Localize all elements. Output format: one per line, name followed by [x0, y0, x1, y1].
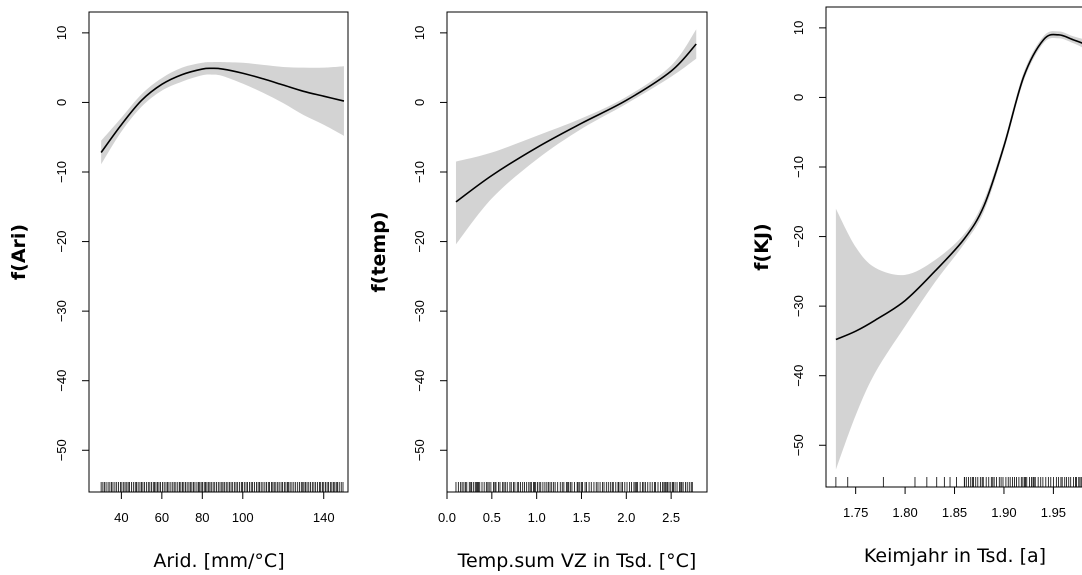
- x-tick-label: 0.5: [483, 510, 501, 525]
- x-tick-label: 1.75: [843, 505, 868, 520]
- x-tick-label: 40: [114, 510, 128, 525]
- confidence-band: [455, 29, 697, 245]
- panel-kj-ylabel: f(KJ): [751, 223, 773, 270]
- y-tick-label: 0: [412, 99, 427, 106]
- fit-line: [100, 67, 345, 153]
- panel-kj-xlabel: Keimjahr in Tsd. [a]: [864, 545, 1046, 567]
- y-tick-label: −30: [791, 295, 806, 317]
- y-tick-label: −10: [791, 156, 806, 178]
- confidence-band: [101, 62, 344, 165]
- panel-kj-yticks: 10 0 −10 −20 −30 −40 −50: [791, 21, 826, 456]
- x-tick-label: 0.0: [438, 510, 456, 525]
- confidence-band: [835, 31, 1082, 470]
- x-tick-label: 1.5: [572, 510, 590, 525]
- panel-temp-ylabel: f(temp): [368, 211, 390, 292]
- fit-line: [835, 33, 1082, 341]
- x-tick-label: 100: [232, 510, 254, 525]
- x-tick-label: 140: [313, 510, 335, 525]
- y-tick-label: −20: [54, 231, 69, 253]
- x-tick-label: 60: [155, 510, 169, 525]
- panel-arid-xlabel: Arid. [mm/°C]: [153, 550, 284, 572]
- x-tick-label: 1.80: [892, 505, 917, 520]
- panel-arid-yticks: 10 0 −10 −20 −30 −40 −50: [54, 26, 89, 461]
- panel-kj-rug-layer: [835, 477, 1082, 487]
- panel-temp-xticks: 0.0 0.5 1.0 1.5 2.0 2.5: [438, 492, 680, 525]
- y-tick-label: −20: [412, 231, 427, 253]
- y-tick-label: −10: [54, 161, 69, 183]
- y-tick-label: 10: [412, 26, 427, 40]
- panel-kj-frame: [825, 6, 1082, 488]
- panel-arid-band-layer: [101, 62, 344, 165]
- y-tick-label: 10: [54, 26, 69, 40]
- panel-kj-xticks: 1.75 1.80 1.85 1.90 1.95: [843, 487, 1066, 520]
- y-tick-label: −40: [54, 370, 69, 392]
- fit-line: [455, 43, 697, 203]
- x-tick-label: 1.90: [991, 505, 1016, 520]
- y-tick-label: −50: [791, 434, 806, 456]
- panel-arid-frame: [88, 11, 349, 493]
- x-tick-label: 1.85: [942, 505, 967, 520]
- panel-temp-rug-layer: [455, 482, 693, 492]
- panel-arid-ylabel: f(Ari): [8, 224, 30, 280]
- panel-temp-band-layer: [455, 29, 697, 245]
- x-tick-label: 2.0: [617, 510, 635, 525]
- y-tick-label: −10: [412, 161, 427, 183]
- y-tick-label: −30: [54, 300, 69, 322]
- panel-arid-rug-layer: [100, 482, 344, 492]
- y-tick-label: 10: [791, 21, 806, 35]
- y-tick-label: −40: [412, 370, 427, 392]
- panel-arid: 100−10−20−30−40−50 40 60 80 100 140 Arid. [m…: [8, 11, 349, 572]
- panel-temp-yticks: 10 0 −10 −20 −30 −40 −50: [412, 26, 447, 461]
- panel-arid-xticks: 40 60 80 100 140: [114, 492, 335, 525]
- y-tick-label: −30: [412, 300, 427, 322]
- y-tick-label: −50: [412, 439, 427, 461]
- x-tick-label: 80: [195, 510, 209, 525]
- panel-kj-band-layer: [835, 31, 1082, 470]
- y-tick-label: −40: [791, 365, 806, 387]
- panel-arid-line-layer: [100, 67, 345, 153]
- x-tick-label: 1.95: [1041, 505, 1066, 520]
- y-tick-label: −20: [791, 226, 806, 248]
- y-tick-label: −50: [54, 439, 69, 461]
- panel-kj: 100−10−20−30−40−50 1.75 1.80 1.85 1.90 1.95 …: [751, 6, 1082, 567]
- panel-kj-line-layer: [835, 33, 1082, 341]
- panel-temp: 10 0 −10 −20 −30 −40 −50 0.0 0.5 1.0 1.5 2.0 2.5 Te…: [368, 11, 708, 572]
- panel-temp-line-layer: [455, 43, 697, 203]
- y-tick-label: 0: [54, 99, 69, 106]
- panel-temp-xlabel: Temp.sum VZ in Tsd. [°C]: [457, 550, 697, 572]
- x-tick-label: 1.0: [528, 510, 546, 525]
- panel-temp-frame: [446, 11, 708, 493]
- x-tick-label: 2.5: [662, 510, 680, 525]
- y-tick-label: 0: [791, 94, 806, 101]
